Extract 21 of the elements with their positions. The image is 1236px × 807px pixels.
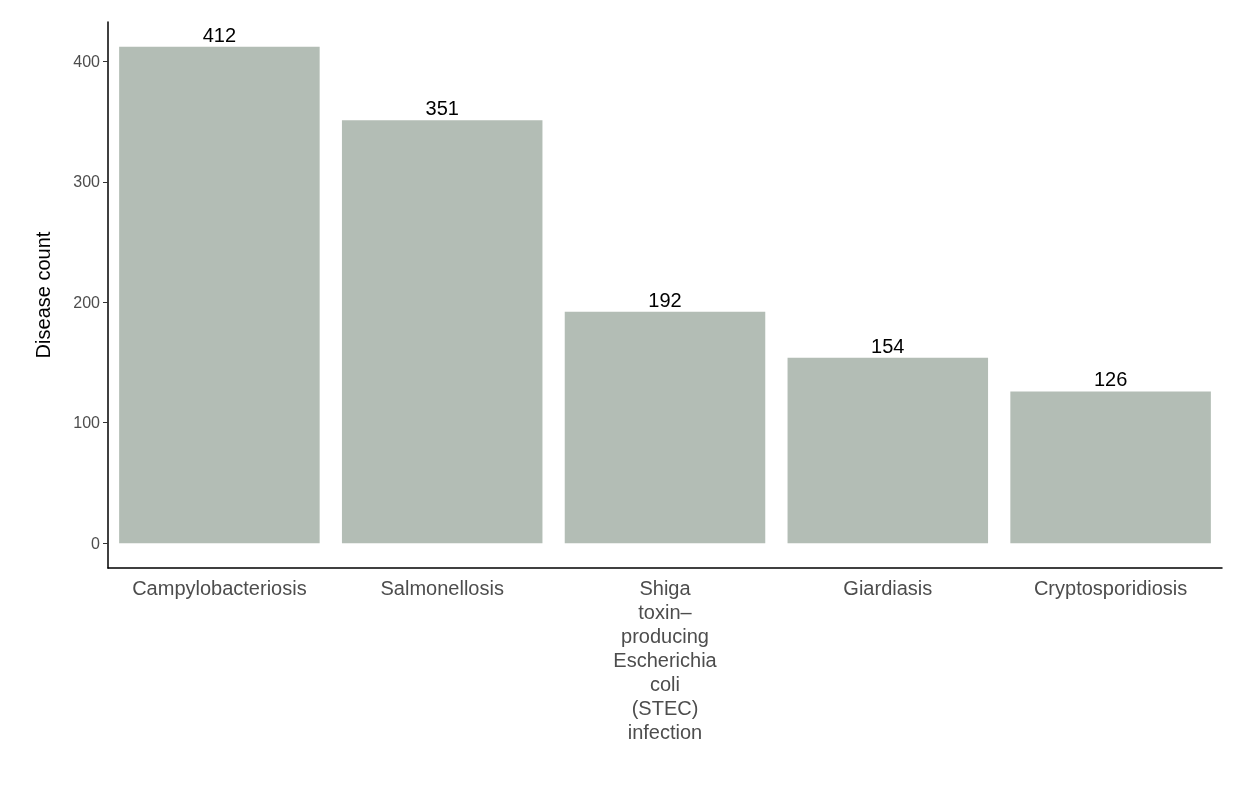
data-label: 192 [648, 288, 682, 311]
x-tick-label: Campylobacteriosis [132, 577, 307, 599]
x-tick-label: Shiga toxin–producing Escherichia coli (STEC) infection [613, 577, 718, 743]
y-tick-label: 400 [73, 52, 101, 70]
y-tick-label: 100 [73, 414, 101, 432]
bar [564, 311, 766, 544]
bar [341, 120, 543, 544]
data-label: 412 [202, 23, 237, 46]
x-tick-label: Cryptosporidiosis [1033, 577, 1188, 599]
data-label: 351 [425, 97, 459, 120]
x-tick-label: Giardiasis [843, 577, 933, 599]
bar [119, 46, 320, 544]
y-axis-title: Disease count [32, 231, 54, 359]
data-label: 126 [1093, 368, 1128, 391]
y-tick-label: 0 [91, 534, 101, 552]
y-tick-label: 300 [73, 173, 101, 191]
x-tick-label: Salmonellosis [380, 577, 504, 599]
data-label: 154 [871, 334, 905, 357]
bar [787, 357, 989, 544]
y-tick-label: 200 [73, 293, 101, 311]
bar [1010, 391, 1211, 544]
